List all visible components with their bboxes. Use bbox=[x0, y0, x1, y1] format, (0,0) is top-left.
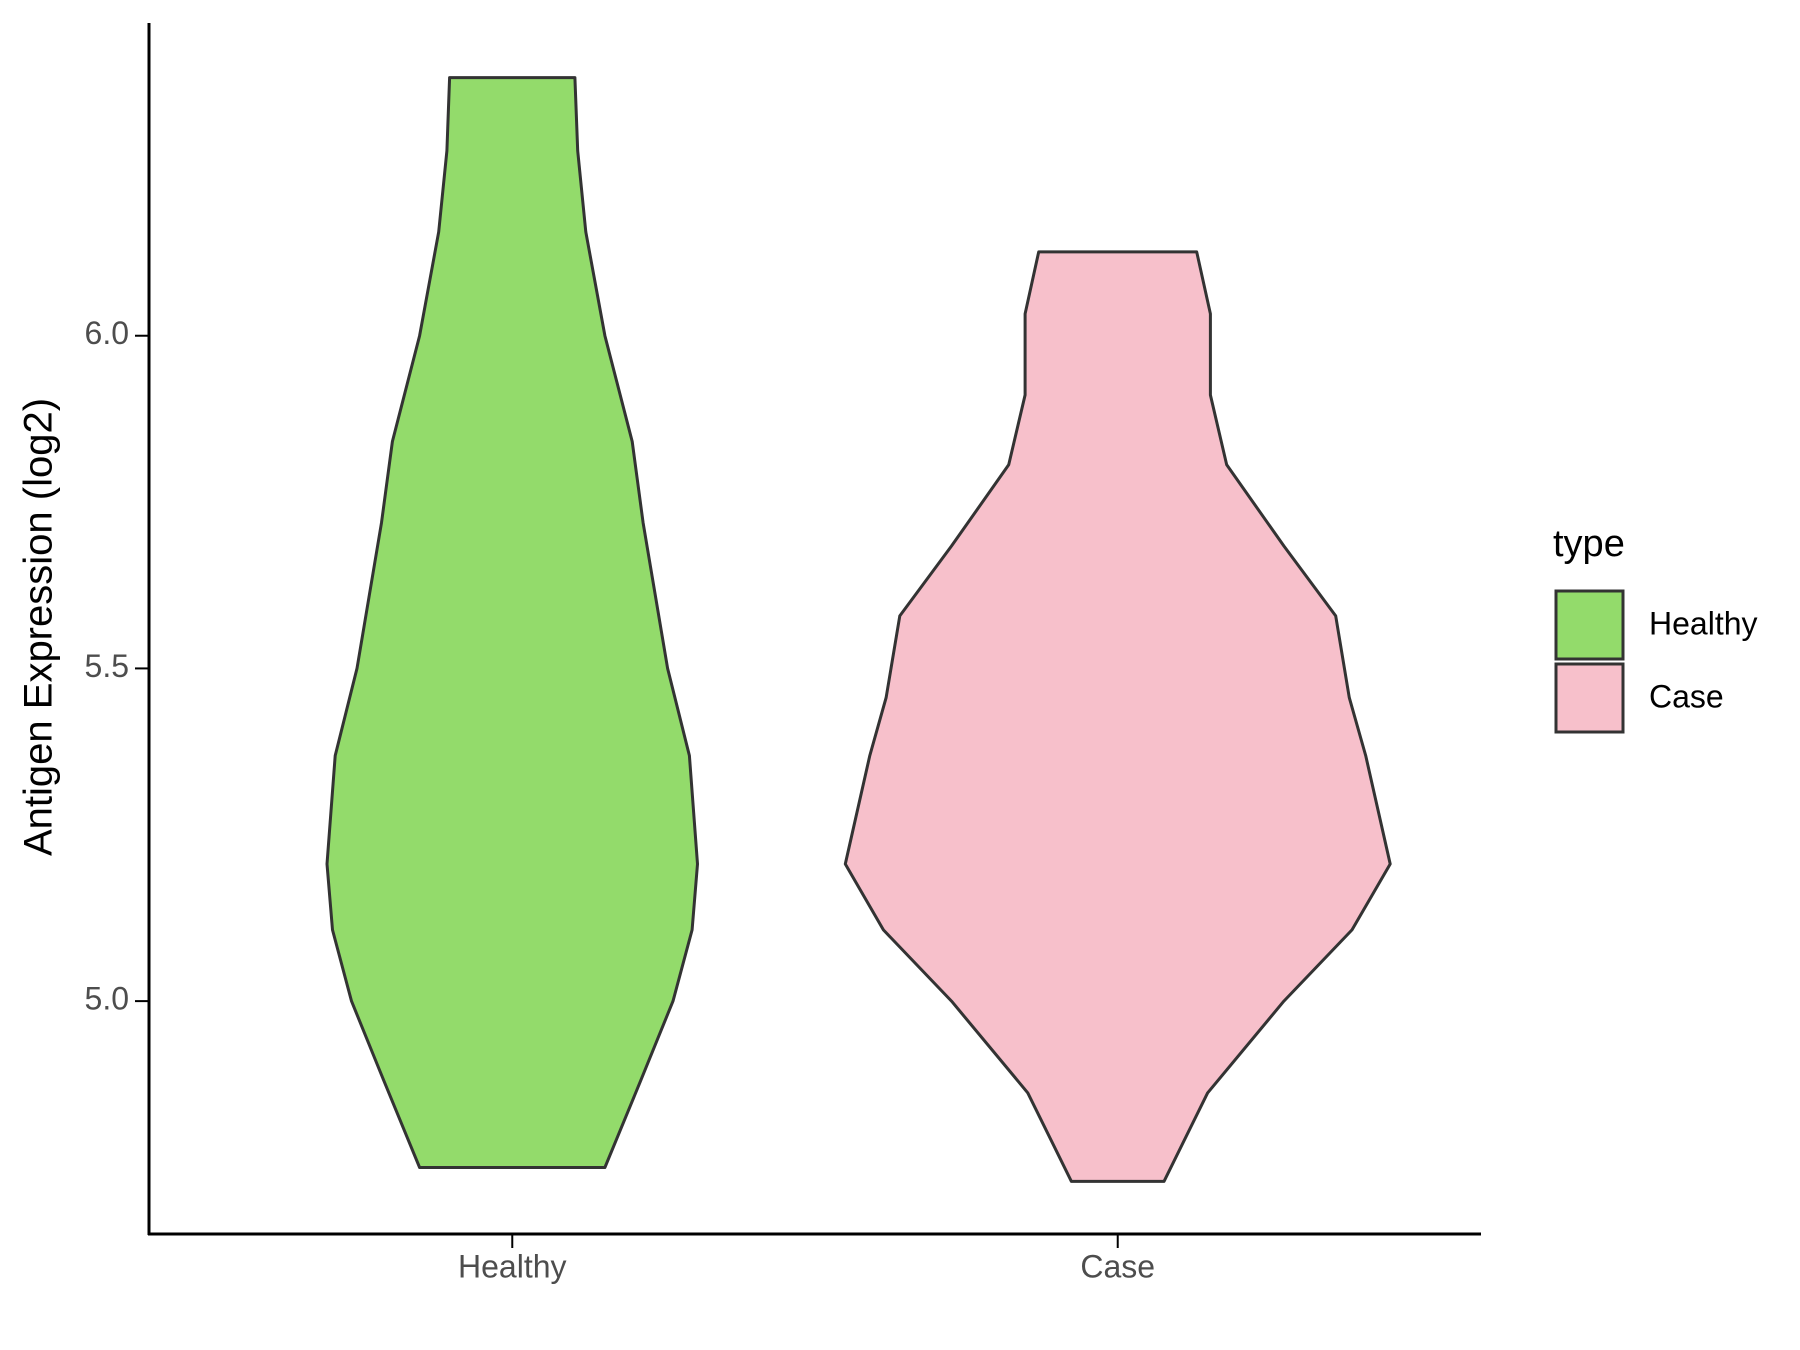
y-axis-label: Antigen Expression (log2) bbox=[17, 398, 61, 856]
y-tick-label: 5.5 bbox=[85, 648, 129, 684]
x-tick-label: Healthy bbox=[458, 1248, 567, 1284]
legend-label: Healthy bbox=[1649, 605, 1758, 641]
violin bbox=[325, 76, 699, 1169]
y-tick-label: 5.0 bbox=[85, 981, 129, 1017]
y-tick-label: 6.0 bbox=[85, 315, 129, 351]
legend-key bbox=[1554, 589, 1625, 661]
legend-key bbox=[1554, 662, 1625, 734]
x-tick-label: Case bbox=[1080, 1248, 1155, 1284]
legend-label: Case bbox=[1649, 678, 1724, 714]
violin bbox=[843, 250, 1392, 1183]
legend-title: type bbox=[1553, 523, 1625, 565]
